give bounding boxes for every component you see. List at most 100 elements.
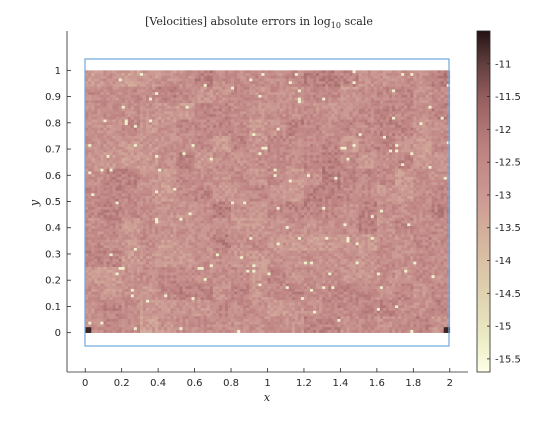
heatmap-cell (352, 124, 356, 129)
heatmap-cell (106, 168, 110, 172)
heatmap-cell (334, 141, 338, 145)
heatmap-cell (352, 86, 356, 90)
heatmap-cell (358, 84, 362, 88)
heatmap-cell (328, 135, 332, 139)
heatmap-cell (97, 124, 101, 129)
heatmap-cell (316, 114, 320, 118)
heatmap-cell (209, 160, 214, 164)
heatmap-cell (367, 127, 372, 131)
heatmap-cell (367, 122, 372, 126)
heatmap-cell (291, 174, 296, 178)
heatmap-cell (416, 114, 420, 118)
heatmap-cell (261, 174, 265, 178)
heatmap-cell (267, 127, 271, 131)
heatmap-cell (212, 97, 217, 101)
heatmap-cell (203, 119, 208, 123)
heatmap-cell (270, 155, 274, 159)
heatmap-cell (340, 94, 344, 98)
heatmap-cell (310, 146, 314, 150)
heatmap-cell (109, 152, 113, 156)
heatmap-cell (413, 100, 417, 104)
heatmap-cell (392, 92, 396, 96)
heatmap-cell (276, 92, 280, 96)
heatmap-cell (164, 73, 168, 77)
heatmap-cell (282, 138, 287, 142)
heatmap-cell (434, 97, 438, 101)
heatmap-cell (392, 160, 396, 164)
heatmap-cell (124, 146, 129, 150)
heatmap-cell (279, 171, 283, 175)
heatmap-cell (310, 122, 314, 126)
heatmap-cell (127, 103, 132, 107)
heatmap-cell (322, 105, 326, 109)
heatmap-cell (276, 171, 280, 175)
heatmap-cell (240, 163, 244, 167)
heatmap-cell (413, 73, 417, 77)
heatmap-cell (124, 138, 129, 142)
heatmap-cell (179, 70, 183, 74)
heatmap-cell (91, 152, 95, 156)
heatmap-cell (349, 141, 353, 145)
heatmap-cell (416, 70, 420, 74)
heatmap-cell (94, 133, 98, 137)
heatmap-cell (94, 171, 98, 175)
heatmap-cell (328, 100, 332, 104)
heatmap-cell (161, 100, 165, 104)
heatmap-cell (419, 176, 423, 180)
heatmap-cell (300, 133, 305, 137)
heatmap-cell (139, 174, 144, 178)
heatmap-cell (373, 133, 378, 137)
heatmap-cell (431, 179, 435, 183)
heatmap-cell (407, 179, 411, 183)
heatmap-cell (200, 144, 205, 148)
heatmap-cell (291, 89, 296, 93)
heatmap-cell (389, 86, 393, 90)
heatmap-cell (392, 155, 396, 159)
heatmap-cell (364, 133, 369, 137)
heatmap-cell (294, 75, 299, 79)
heatmap-cell (331, 165, 335, 170)
heatmap-cell (221, 182, 226, 186)
heatmap-cell (185, 75, 189, 79)
heatmap-cell (246, 138, 250, 142)
heatmap-cell (297, 155, 302, 159)
heatmap-cell (322, 168, 326, 172)
heatmap-cell (209, 146, 214, 150)
heatmap-cell (103, 97, 107, 101)
heatmap-cell (395, 144, 399, 148)
heatmap-cell (133, 149, 138, 153)
heatmap-cell (313, 122, 317, 126)
heatmap-cell (218, 84, 223, 88)
heatmap-cell (440, 73, 444, 77)
heatmap-cell (200, 73, 205, 77)
heatmap-cell (303, 103, 308, 107)
heatmap-cell (215, 119, 220, 123)
heatmap-cell (243, 135, 247, 139)
heatmap-cell (279, 84, 283, 88)
heatmap-cell (428, 155, 432, 159)
heatmap-cell (294, 141, 299, 145)
heatmap-cell (331, 163, 335, 167)
heatmap-cell (139, 152, 144, 156)
heatmap-cell (221, 133, 226, 137)
heatmap-cell (294, 70, 299, 74)
heatmap-cell (209, 103, 214, 107)
heatmap-cell (194, 146, 198, 150)
heatmap-cell (361, 116, 366, 120)
heatmap-cell (398, 174, 402, 178)
heatmap-cell (215, 133, 220, 137)
heatmap-cell (303, 176, 308, 180)
heatmap-cell (88, 92, 92, 96)
heatmap-cell (313, 103, 317, 107)
heatmap-cell (410, 141, 414, 145)
heatmap-cell (288, 149, 293, 153)
heatmap-cell (167, 111, 171, 115)
heatmap-cell (200, 182, 205, 186)
heatmap-cell (328, 94, 332, 98)
heatmap-cell (194, 127, 198, 131)
heatmap-cell (437, 70, 441, 74)
heatmap-cell (437, 84, 441, 88)
heatmap-cell (346, 75, 350, 79)
heatmap-cell (209, 176, 214, 180)
heatmap-cell (398, 127, 402, 131)
